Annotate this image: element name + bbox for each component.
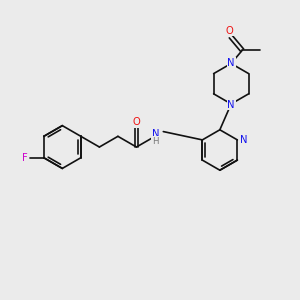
- Text: N: N: [227, 100, 235, 110]
- Text: F: F: [22, 153, 28, 163]
- Text: N: N: [227, 58, 235, 68]
- Text: N: N: [152, 129, 159, 139]
- Text: H: H: [152, 137, 158, 146]
- Text: N: N: [239, 135, 247, 145]
- Text: O: O: [133, 117, 140, 127]
- Text: O: O: [225, 26, 233, 36]
